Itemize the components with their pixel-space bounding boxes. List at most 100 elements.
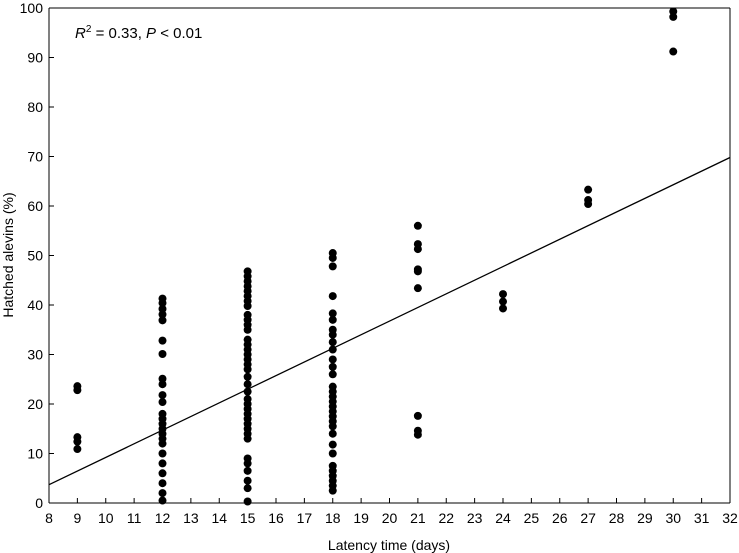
y-tick-label: 30 bbox=[27, 347, 43, 363]
data-point bbox=[328, 330, 337, 339]
x-tick-label: 31 bbox=[694, 510, 710, 526]
data-points bbox=[73, 7, 678, 506]
data-point bbox=[413, 267, 422, 276]
y-tick-label: 10 bbox=[27, 446, 43, 462]
data-point bbox=[413, 221, 422, 230]
x-tick-label: 26 bbox=[552, 510, 568, 526]
data-point bbox=[328, 338, 337, 347]
y-axis-title: Hatched alevins (%) bbox=[0, 192, 16, 317]
x-tick-label: 22 bbox=[438, 510, 454, 526]
x-tick-label: 30 bbox=[665, 510, 681, 526]
x-tick-label: 14 bbox=[211, 510, 227, 526]
data-point bbox=[584, 200, 593, 209]
data-point bbox=[584, 185, 593, 194]
data-point bbox=[499, 290, 507, 299]
data-point bbox=[243, 466, 252, 475]
r-value: = 0.33, bbox=[91, 25, 146, 42]
data-point bbox=[328, 309, 337, 318]
data-point bbox=[328, 449, 337, 458]
x-tick-label: 25 bbox=[524, 510, 540, 526]
x-tick-label: 20 bbox=[382, 510, 398, 526]
data-point bbox=[499, 297, 507, 306]
data-point bbox=[243, 387, 252, 396]
data-point bbox=[243, 380, 252, 389]
axes bbox=[48, 7, 731, 504]
data-point bbox=[158, 398, 167, 407]
regression-annotation: R2 = 0.33, P < 0.01 bbox=[75, 24, 202, 42]
y-tick-label: 70 bbox=[27, 149, 43, 165]
y-tick-label: 20 bbox=[27, 396, 43, 412]
data-point bbox=[328, 362, 337, 371]
data-point bbox=[158, 350, 167, 359]
y-tick-label: 40 bbox=[27, 297, 43, 313]
data-point bbox=[328, 422, 337, 431]
x-tick-label: 29 bbox=[637, 510, 653, 526]
x-tick-label: 19 bbox=[353, 510, 369, 526]
data-point bbox=[328, 315, 337, 324]
data-point bbox=[328, 440, 337, 449]
data-point bbox=[328, 345, 337, 354]
x-tick-label: 23 bbox=[467, 510, 483, 526]
data-point bbox=[413, 284, 422, 293]
data-point bbox=[328, 370, 337, 379]
data-point bbox=[158, 459, 167, 468]
data-point bbox=[243, 484, 252, 493]
data-point bbox=[243, 301, 252, 310]
x-tick-label: 27 bbox=[580, 510, 596, 526]
data-point bbox=[243, 459, 252, 468]
x-tick-label: 9 bbox=[73, 510, 81, 526]
data-point bbox=[158, 469, 167, 478]
x-tick-label: 12 bbox=[155, 510, 171, 526]
y-tick-label: 0 bbox=[35, 495, 43, 511]
x-tick-label: 17 bbox=[297, 510, 313, 526]
x-tick-label: 32 bbox=[722, 510, 738, 526]
data-point bbox=[73, 437, 82, 446]
data-point bbox=[328, 253, 337, 262]
x-tick-label: 13 bbox=[183, 510, 199, 526]
regression-line-group bbox=[48, 156, 731, 486]
data-point bbox=[158, 310, 167, 319]
y-tick-label: 90 bbox=[27, 50, 43, 66]
x-tick-label: 18 bbox=[325, 510, 341, 526]
data-point bbox=[413, 430, 422, 439]
data-point bbox=[158, 336, 167, 345]
data-point bbox=[158, 380, 167, 389]
data-point bbox=[158, 449, 167, 458]
data-point bbox=[413, 411, 422, 420]
axis-ticks: 8 9 10 11 12 13 14 15 16 17 18 19 20 21 22 23 24 25 26 27 28… bbox=[20, 0, 738, 526]
x-tick-label: 16 bbox=[268, 510, 284, 526]
data-point bbox=[73, 386, 82, 395]
x-axis-title: Latency time (days) bbox=[328, 537, 450, 553]
data-point bbox=[328, 262, 337, 271]
data-point bbox=[328, 355, 337, 364]
data-point bbox=[243, 372, 252, 381]
data-point bbox=[158, 479, 167, 488]
data-point bbox=[499, 304, 507, 313]
p-label: P bbox=[146, 25, 156, 42]
data-point bbox=[243, 476, 252, 485]
data-point bbox=[669, 12, 678, 21]
data-point bbox=[73, 445, 82, 454]
data-point bbox=[158, 299, 167, 308]
x-tick-label: 21 bbox=[410, 510, 426, 526]
y-tick-label: 60 bbox=[27, 198, 43, 214]
x-tick-label: 8 bbox=[45, 510, 53, 526]
x-tick-label: 15 bbox=[240, 510, 256, 526]
r-label: R bbox=[75, 25, 86, 42]
data-point bbox=[328, 292, 337, 301]
y-tick-label: 80 bbox=[27, 99, 43, 115]
x-tick-label: 10 bbox=[98, 510, 114, 526]
x-tick-label: 28 bbox=[609, 510, 625, 526]
regression-line bbox=[48, 156, 731, 486]
x-tick-label: 24 bbox=[495, 510, 511, 526]
data-point bbox=[328, 429, 337, 438]
data-point bbox=[243, 497, 252, 506]
data-point bbox=[669, 47, 678, 56]
data-point bbox=[158, 439, 167, 448]
data-point bbox=[243, 365, 252, 374]
data-point bbox=[158, 489, 167, 498]
p-value: < 0.01 bbox=[156, 25, 202, 42]
data-point bbox=[328, 486, 337, 495]
y-tick-label: 50 bbox=[27, 248, 43, 264]
